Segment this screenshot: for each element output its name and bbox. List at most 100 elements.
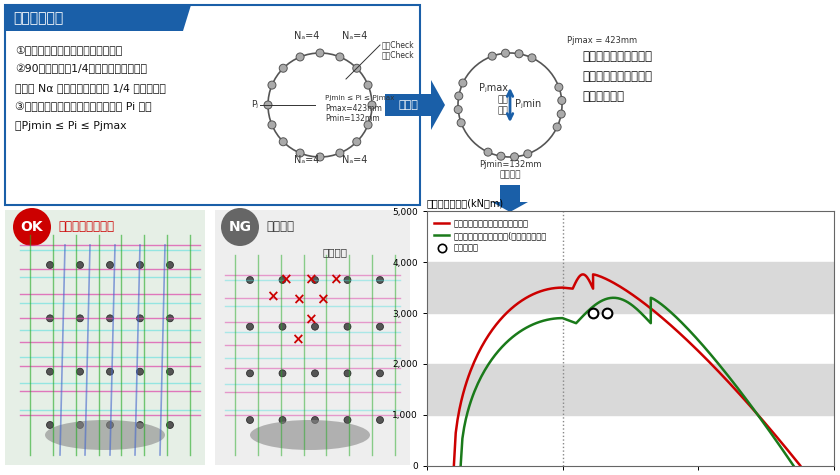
Text: Pjmin ≤ Pi ≤ Pjmax: Pjmin ≤ Pi ≤ Pjmax	[325, 95, 394, 101]
Bar	[427, 262, 834, 313]
Text: Pⱼmin: Pⱼmin	[515, 99, 541, 109]
Circle shape	[279, 370, 286, 377]
Circle shape	[353, 138, 360, 146]
Circle shape	[336, 53, 344, 61]
Text: 弱軸
方向: 弱軸 方向	[497, 95, 508, 115]
Circle shape	[501, 49, 510, 57]
Text: Pⱼmax: Pⱼmax	[480, 83, 508, 93]
Circle shape	[264, 101, 272, 109]
Circle shape	[246, 417, 254, 424]
Circle shape	[246, 276, 254, 284]
Circle shape	[364, 81, 372, 89]
Bar	[215, 210, 410, 465]
Circle shape	[46, 421, 54, 428]
Text: 干渉多数: 干渉多数	[323, 247, 348, 257]
Circle shape	[246, 370, 254, 377]
Circle shape	[13, 208, 51, 246]
Circle shape	[107, 368, 113, 375]
Legend: 均等間隔における曲げモーメント, 設計採用曲げモーメント(偏在配置考慮）, 設計時応力: 均等間隔における曲げモーメント, 設計採用曲げモーメント(偏在配置考慮）, 設計…	[431, 216, 550, 256]
Bar	[427, 364, 834, 415]
Polygon shape	[492, 185, 528, 212]
Text: 偏在配置: 偏在配置	[499, 170, 521, 179]
Text: Pjmin ≤ Pi ≤ Pjmax: Pjmin ≤ Pi ≤ Pjmax	[15, 121, 127, 131]
Circle shape	[76, 315, 83, 322]
Circle shape	[166, 262, 174, 268]
Circle shape	[246, 323, 254, 330]
Text: 最大Check: 最大Check	[382, 40, 415, 49]
Text: 施工配置条件のうち、
最も不利な配置条件を
採用して計算: 施工配置条件のうち、 最も不利な配置条件を 採用して計算	[582, 50, 652, 104]
Circle shape	[312, 417, 318, 424]
Text: NG: NG	[228, 220, 251, 234]
Circle shape	[107, 315, 113, 322]
Text: 設　計: 設 計	[398, 100, 418, 110]
Circle shape	[136, 262, 144, 268]
Circle shape	[376, 370, 384, 377]
Circle shape	[221, 208, 259, 246]
Text: Pⱼ: Pⱼ	[251, 101, 258, 110]
Circle shape	[528, 54, 536, 62]
Circle shape	[268, 81, 276, 89]
Circle shape	[497, 152, 505, 160]
Circle shape	[297, 53, 304, 61]
Text: OK: OK	[21, 220, 44, 234]
Text: Pmax=423mm: Pmax=423mm	[325, 104, 382, 113]
Circle shape	[376, 417, 384, 424]
Text: Nₐ=4: Nₐ=4	[294, 31, 320, 41]
Text: ×: ×	[291, 332, 303, 348]
Circle shape	[279, 417, 286, 424]
Circle shape	[166, 421, 174, 428]
Circle shape	[454, 92, 463, 100]
Text: 個数 Nα は、配置本数の約 1/4 とすること: 個数 Nα は、配置本数の約 1/4 とすること	[15, 83, 165, 93]
Circle shape	[76, 262, 83, 268]
Circle shape	[312, 323, 318, 330]
Text: ×: ×	[303, 273, 317, 287]
Text: Nₐ=4: Nₐ=4	[294, 155, 320, 165]
Text: ×: ×	[303, 313, 317, 327]
Circle shape	[46, 262, 54, 268]
Text: 最小Check: 最小Check	[382, 50, 415, 59]
Circle shape	[488, 52, 496, 60]
Text: ②90度（周長の1/4）の範囲に配置する: ②90度（周長の1/4）の範囲に配置する	[15, 64, 147, 75]
Circle shape	[336, 149, 344, 157]
Circle shape	[136, 315, 144, 322]
Circle shape	[484, 148, 492, 156]
Circle shape	[268, 121, 276, 129]
Circle shape	[454, 105, 462, 114]
Text: ×: ×	[328, 273, 341, 287]
Circle shape	[166, 315, 174, 322]
Text: 施工配置条件採用: 施工配置条件採用	[58, 220, 114, 234]
Ellipse shape	[250, 420, 370, 450]
Text: ×: ×	[316, 293, 328, 307]
Circle shape	[558, 96, 566, 104]
Circle shape	[376, 323, 384, 330]
Circle shape	[297, 149, 304, 157]
Circle shape	[457, 119, 465, 127]
Ellipse shape	[45, 420, 165, 450]
Circle shape	[279, 323, 286, 330]
Circle shape	[136, 368, 144, 375]
Text: Pjmin=132mm: Pjmin=132mm	[479, 160, 541, 169]
Circle shape	[368, 101, 376, 109]
Polygon shape	[385, 80, 445, 130]
Circle shape	[268, 53, 372, 157]
Circle shape	[279, 276, 286, 284]
Circle shape	[515, 50, 523, 58]
Circle shape	[136, 421, 144, 428]
Circle shape	[553, 123, 561, 131]
Text: Pmin=132mm: Pmin=132mm	[325, 114, 380, 123]
Circle shape	[459, 79, 467, 87]
Circle shape	[312, 370, 318, 377]
Circle shape	[279, 64, 287, 72]
Circle shape	[458, 53, 562, 157]
Circle shape	[344, 417, 351, 424]
Circle shape	[316, 49, 324, 57]
Text: ③隣り合うジョイントカプラの間隔 Pi は、: ③隣り合うジョイントカプラの間隔 Pi は、	[15, 102, 152, 113]
Bar	[5, 5, 420, 205]
Text: ①配置本数は偶数を基本とすること: ①配置本数は偶数を基本とすること	[15, 45, 123, 55]
Text: 曲げモーメント(kN・m): 曲げモーメント(kN・m)	[427, 198, 504, 208]
Circle shape	[344, 276, 351, 284]
Circle shape	[524, 150, 532, 158]
Polygon shape	[5, 5, 191, 31]
Circle shape	[166, 368, 174, 375]
Circle shape	[364, 121, 372, 129]
